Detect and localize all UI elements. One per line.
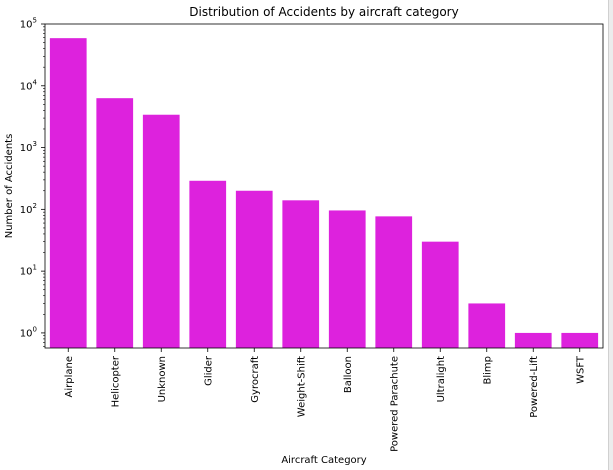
bar-powered-parachute [375, 216, 413, 348]
x-tick-label: WSFT [575, 355, 586, 384]
x-tick-label: Balloon [343, 356, 354, 393]
axes-frame [44, 23, 604, 349]
x-tick-label: Weight-Shift [296, 356, 307, 417]
chart-title: Distribution of Accidents by aircraft ca… [189, 5, 458, 19]
x-tick-label: Powered-Lift [529, 356, 540, 418]
y-tick-label: 105 [20, 17, 37, 31]
x-tick-label: Blimp [482, 356, 493, 385]
bar-airplane [49, 38, 87, 348]
x-tick-label: Unknown [157, 356, 168, 402]
y-tick-label: 104 [20, 78, 38, 92]
window-scroll-edge [608, 0, 613, 470]
y-axis-label: Number of Accidents [4, 134, 15, 239]
x-tick-label: Powered Parachute [389, 356, 400, 452]
x-axis-label: Aircraft Category [281, 455, 366, 466]
bar-weight-shift [282, 200, 320, 348]
bar-blimp [468, 303, 506, 348]
x-tick-label: Glider [203, 355, 214, 386]
bar-powered-lift [514, 332, 552, 348]
bar-unknown [142, 114, 180, 348]
y-tick-label: 103 [20, 140, 37, 154]
x-tick-label: Airplane [64, 356, 75, 397]
bar-balloon [328, 210, 366, 348]
bar-ultralight [421, 241, 459, 348]
y-tick-label: 102 [20, 202, 37, 216]
x-tick-label: Ultralight [436, 356, 447, 403]
bar-helicopter [96, 98, 134, 349]
x-tick-label: Helicopter [110, 355, 121, 407]
bar-glider [189, 180, 227, 348]
bar-gyrocraft [235, 190, 273, 348]
y-tick-label: 101 [20, 264, 37, 278]
y-tick-label: 100 [20, 325, 37, 339]
bar-wsft [561, 332, 599, 348]
x-tick-label: Gyrocraft [250, 356, 261, 403]
plot-area: 100 101 102 103 104 105 Airplane Helicopter Unkn… [20, 17, 604, 452]
